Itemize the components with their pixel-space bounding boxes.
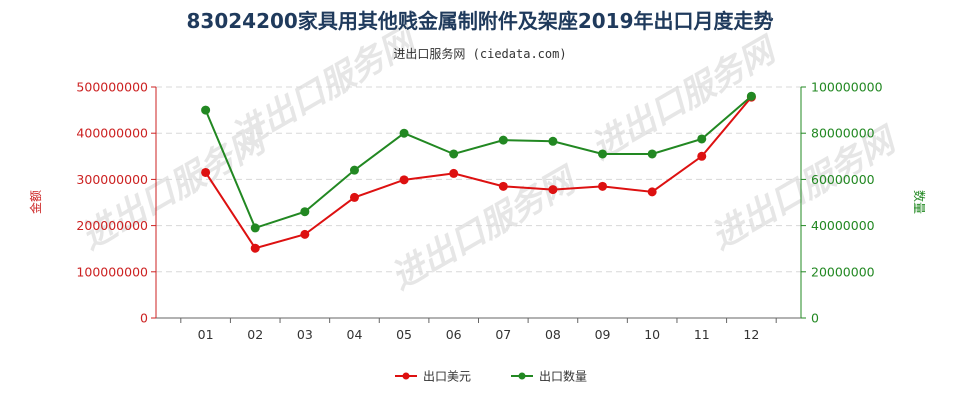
x-tick-label: 05 [396,327,412,342]
data-point [746,91,756,101]
series-line [204,96,753,250]
x-tick-label: 06 [446,327,462,342]
legend-label: 出口美元 [423,370,471,384]
chart-title: 83024200家具用其他贱金属制附件及架座2019年出口月度走势 [187,9,774,33]
chart-subtitle: 进出口服务网 (ciedata.com) [393,46,566,61]
x-tick-label: 03 [297,327,313,342]
series-layer [201,91,756,253]
x-tick-label: 12 [743,327,759,342]
left-axis-label: 金额 [28,190,43,214]
data-point [697,151,707,161]
data-point [399,175,409,185]
data-point [598,149,608,159]
right-tick-label: 20000000 [811,264,875,279]
x-tick-label: 10 [644,327,660,342]
data-point [300,229,310,239]
data-point [250,243,260,253]
left-axis-ticks: 0 100000000 200000000 300000000 400000000 500… [76,80,156,326]
data-point [449,149,459,159]
right-tick-label: 100000000 [811,80,883,95]
data-point [697,134,707,144]
data-point [498,181,508,191]
right-tick-label: 40000000 [811,218,875,233]
data-point [647,187,657,197]
x-tick-label: 09 [595,327,611,342]
x-axis-ticks: 01 02 03 04 05 06 07 08 09 10 11 12 [180,318,777,342]
x-tick-label: 02 [247,327,263,342]
watermark-text: 进出口服务网 [385,159,586,298]
legend: 出口美元 出口数量 [395,369,587,384]
x-tick-label: 04 [347,327,363,342]
data-point [349,192,359,202]
data-point [201,167,211,177]
data-point [250,223,260,233]
left-tick-label: 400000000 [76,126,148,141]
legend-item: 出口数量 [511,369,587,384]
data-point [548,185,558,195]
watermark-text: 进出口服务网 [705,119,906,258]
data-point [399,128,409,138]
x-tick-label: 11 [694,327,710,342]
data-point [647,149,657,159]
right-tick-label: 0 [811,311,819,326]
legend-swatch-dot [402,372,410,380]
legend-swatch-dot [518,372,526,380]
data-point [548,136,558,146]
left-tick-label: 0 [140,311,148,326]
data-point [449,168,459,178]
data-point [201,105,211,115]
right-axis-label: 数量 [912,190,927,214]
legend-label: 出口数量 [539,369,587,384]
x-tick-label: 07 [495,327,511,342]
right-tick-label: 80000000 [811,126,875,141]
x-tick-label: 01 [198,327,214,342]
left-tick-label: 100000000 [76,264,148,279]
right-tick-label: 60000000 [811,172,875,187]
data-point [598,181,608,191]
series-2 [201,91,756,233]
right-axis-ticks: 0 20000000 40000000 60000000 80000000 1000000… [801,80,883,326]
series-line [204,95,753,230]
left-tick-label: 200000000 [76,218,148,233]
x-tick-label: 08 [545,327,561,342]
series-1 [201,92,756,253]
left-tick-label: 300000000 [76,172,148,187]
watermark-text: 进出口服务网 [225,19,426,158]
data-point [300,207,310,217]
left-tick-label: 500000000 [76,80,148,95]
legend-item: 出口美元 [395,370,471,384]
data-point [349,165,359,175]
data-point [498,135,508,145]
